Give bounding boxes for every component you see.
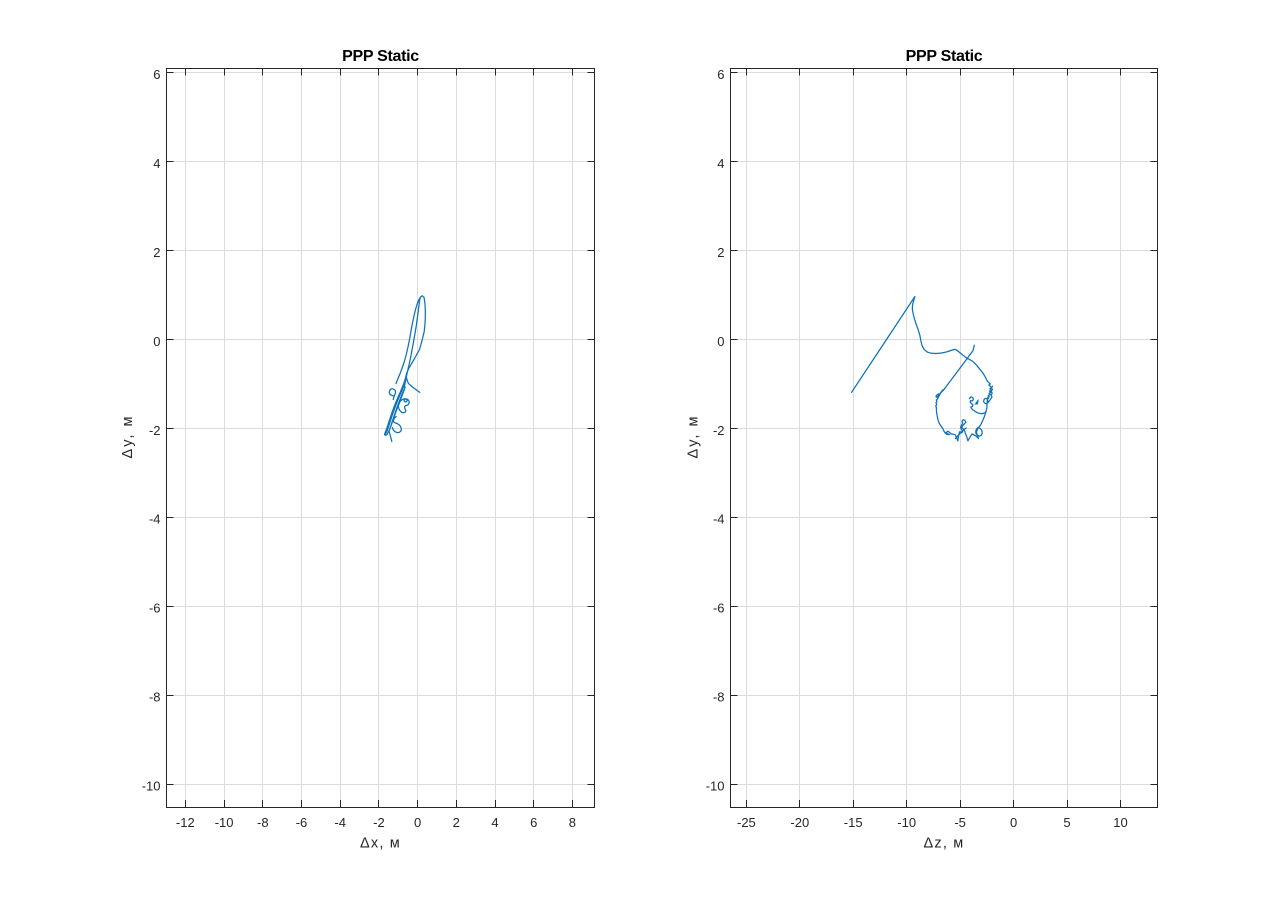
svg-text:5: 5: [1063, 815, 1070, 830]
svg-text:-25: -25: [737, 815, 756, 830]
svg-text:-10: -10: [215, 815, 234, 830]
svg-text:2: 2: [717, 245, 724, 260]
svg-text:-5: -5: [954, 815, 966, 830]
svg-text:-6: -6: [296, 815, 308, 830]
svg-text:PPP Static: PPP Static: [906, 48, 983, 65]
svg-text:-4: -4: [334, 815, 346, 830]
svg-text:4: 4: [153, 156, 160, 171]
svg-text:Δx, м: Δx, м: [360, 836, 401, 852]
svg-text:-12: -12: [176, 815, 195, 830]
svg-text:-4: -4: [713, 512, 725, 527]
svg-text:-10: -10: [142, 779, 161, 794]
svg-text:Δz, м: Δz, м: [924, 836, 965, 852]
svg-text:0: 0: [1010, 815, 1017, 830]
svg-text:0: 0: [717, 334, 724, 349]
svg-text:Δy, м: Δy, м: [120, 415, 136, 459]
svg-text:-6: -6: [149, 601, 161, 616]
svg-text:-10: -10: [706, 779, 725, 794]
svg-text:6: 6: [530, 815, 537, 830]
svg-text:-15: -15: [844, 815, 863, 830]
svg-text:-8: -8: [713, 690, 725, 705]
svg-text:-2: -2: [373, 815, 385, 830]
svg-text:0: 0: [414, 815, 421, 830]
svg-text:-8: -8: [149, 690, 161, 705]
svg-text:-2: -2: [713, 423, 725, 438]
svg-text:Δy, м: Δy, м: [686, 415, 702, 459]
svg-text:6: 6: [717, 67, 724, 82]
svg-text:-8: -8: [257, 815, 269, 830]
svg-text:4: 4: [717, 156, 724, 171]
svg-text:-10: -10: [897, 815, 916, 830]
svg-text:-4: -4: [149, 512, 161, 527]
svg-text:-20: -20: [790, 815, 809, 830]
svg-text:-2: -2: [149, 423, 161, 438]
svg-text:6: 6: [153, 67, 160, 82]
svg-text:0: 0: [153, 334, 160, 349]
svg-text:10: 10: [1113, 815, 1127, 830]
svg-text:2: 2: [453, 815, 460, 830]
svg-text:-6: -6: [713, 601, 725, 616]
svg-text:PPP Static: PPP Static: [342, 48, 419, 65]
svg-text:4: 4: [491, 815, 498, 830]
svg-text:2: 2: [153, 245, 160, 260]
svg-text:8: 8: [569, 815, 576, 830]
